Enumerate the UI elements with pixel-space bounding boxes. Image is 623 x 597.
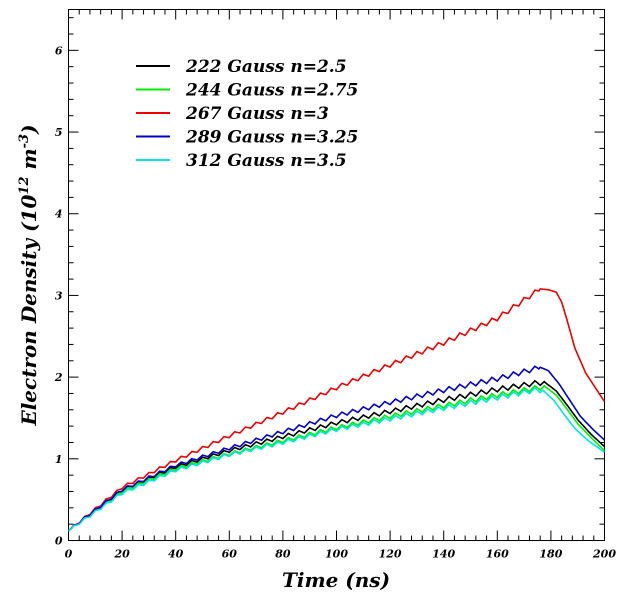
- x-tick-label: 20: [113, 548, 130, 561]
- series-layer: [67, 288, 606, 532]
- y-tick-label: 0: [55, 535, 63, 548]
- axis-ticks: 0 20 40 60 80 100 120 140 160 180 200 0 1 2 3 4 5 6: [54, 9, 616, 561]
- x-tick-label: 180: [539, 548, 562, 561]
- series-line: [67, 288, 606, 532]
- legend-label: 312 Gauss n=3.5: [186, 151, 347, 171]
- x-tick-label: 140: [432, 548, 455, 561]
- legend-label: 289 Gauss n=3.25: [185, 128, 358, 148]
- x-tick-label: 40: [168, 548, 184, 561]
- series-line: [68, 386, 605, 532]
- x-tick-label: 100: [325, 548, 348, 561]
- x-tick-label: 160: [486, 548, 509, 561]
- y-axis-title: Electron Density (1012 m-3): [17, 124, 41, 426]
- y-tick-label: 6: [55, 44, 63, 57]
- x-tick-label: 200: [592, 548, 616, 561]
- legend-label: 267 Gauss n=3: [185, 104, 329, 124]
- y-tick-label: 5: [55, 126, 63, 139]
- y-tick-label: 2: [54, 371, 63, 384]
- legend-label: 244 Gauss n=2.75: [185, 81, 358, 101]
- legend: 222 Gauss n=2.5 244 Gauss n=2.75 267 Gauss…: [136, 57, 358, 171]
- x-tick-label: 120: [379, 548, 402, 561]
- y-tick-label: 3: [55, 289, 63, 302]
- series-line: [68, 384, 606, 532]
- series-line: [68, 379, 606, 532]
- x-tick-label: 0: [65, 548, 73, 561]
- series-line: [68, 365, 606, 532]
- x-tick-label: 80: [275, 548, 291, 561]
- y-tick-label: 4: [55, 208, 63, 221]
- y-tick-label: 1: [55, 453, 63, 466]
- legend-label: 222 Gauss n=2.5: [185, 57, 347, 77]
- x-axis-title: Time (ns): [282, 568, 390, 592]
- x-tick-label: 60: [222, 548, 238, 561]
